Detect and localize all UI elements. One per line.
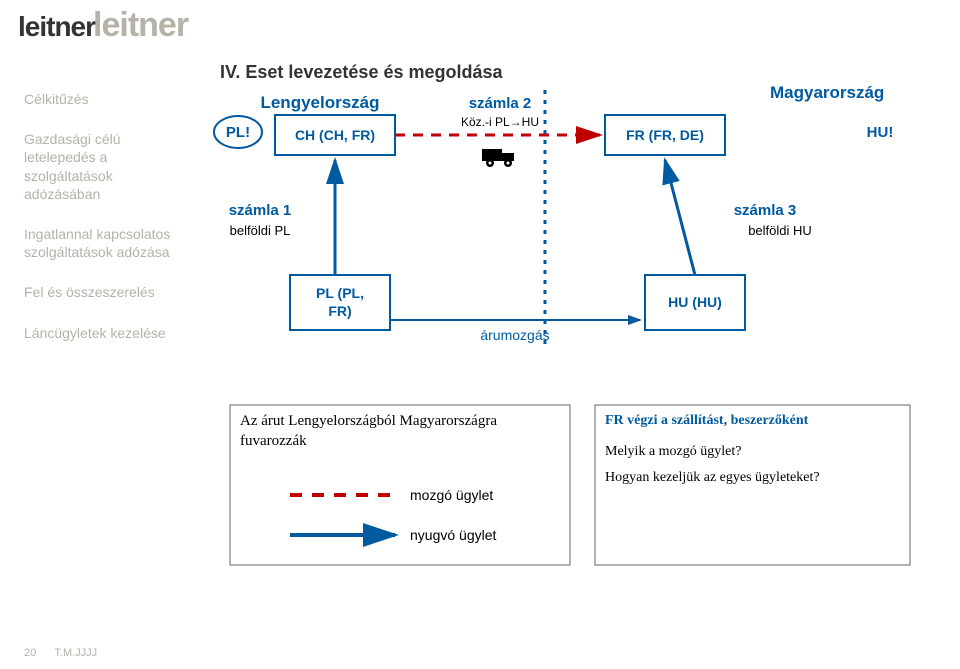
diagram: Lengyelország Magyarország PL! HU! CH (C… xyxy=(200,60,940,625)
country-left: Lengyelország xyxy=(260,93,379,112)
truck-icon xyxy=(482,149,514,167)
invoice3-sub: belföldi HU xyxy=(748,223,812,238)
rightbox-line1: FR végzi a szállítást, beszerzőként xyxy=(605,412,900,430)
fr-label: FR (FR, DE) xyxy=(626,127,704,143)
sidebar-item: Gazdasági célú letelepedés a szolgáltatá… xyxy=(24,130,184,203)
sidebar-item: Ingatlannal kapcsolatos szolgáltatások a… xyxy=(24,225,184,261)
logo: leitner leitner xyxy=(18,6,188,45)
pl-label-2: FR) xyxy=(328,303,351,319)
country-right: Magyarország xyxy=(770,83,884,102)
hu-code: HU! xyxy=(867,124,894,141)
arrow-hu-fr xyxy=(665,160,695,275)
page-number: 20 xyxy=(24,647,36,659)
legend-moving: mozgó ügylet xyxy=(410,487,493,503)
pl-code: PL! xyxy=(226,124,250,141)
invoice2-label: számla 2 xyxy=(469,95,532,112)
goods-label: árumozgás xyxy=(480,327,549,343)
invoice1-sub: belföldi PL xyxy=(230,223,291,238)
invoice3-label: számla 3 xyxy=(734,202,797,219)
sidebar-item: Célkitűzés xyxy=(24,90,184,108)
legend-resting: nyugvó ügylet xyxy=(410,527,497,543)
ch-label: CH (CH, FR) xyxy=(295,127,375,143)
logo-part2: leitner xyxy=(93,6,188,45)
hu-label: HU (HU) xyxy=(668,294,722,310)
rightbox-line3: Hogyan kezeljük az egyes ügyleteket? xyxy=(605,470,900,486)
legend-title: Az árut Lengyelországból Magyarországra … xyxy=(240,412,560,451)
pl-label-1: PL (PL, xyxy=(316,285,364,301)
footer-text: T.M.JJJJ xyxy=(54,647,97,659)
sidebar: Célkitűzés Gazdasági célú letelepedés a … xyxy=(24,90,184,364)
invoice2-sub: Köz.-i PL→HU xyxy=(461,115,539,129)
diagram-svg: Lengyelország Magyarország PL! HU! CH (C… xyxy=(200,60,940,620)
invoice1-label: számla 1 xyxy=(229,202,292,219)
rightbox-line2: Melyik a mozgó ügylet? xyxy=(605,444,900,460)
sidebar-item: Fel és összeszerelés xyxy=(24,283,184,301)
logo-part1: leitner xyxy=(18,11,95,43)
sidebar-item: Láncügyletek kezelése xyxy=(24,324,184,342)
footer: 20 T.M.JJJJ xyxy=(24,647,97,659)
